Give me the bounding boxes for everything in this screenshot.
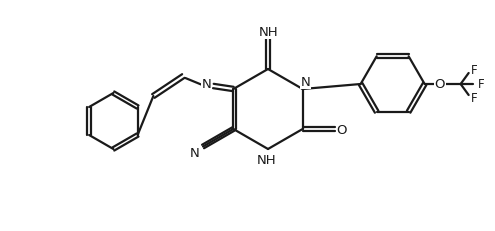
Text: O: O <box>337 123 347 136</box>
Text: NH: NH <box>259 26 279 39</box>
Text: N: N <box>201 78 211 91</box>
Text: N: N <box>190 146 200 159</box>
Text: F: F <box>471 92 478 105</box>
Text: F: F <box>471 64 478 77</box>
Text: O: O <box>435 78 445 91</box>
Text: NH: NH <box>257 153 277 166</box>
Text: N: N <box>301 76 310 89</box>
Text: F: F <box>478 78 485 91</box>
